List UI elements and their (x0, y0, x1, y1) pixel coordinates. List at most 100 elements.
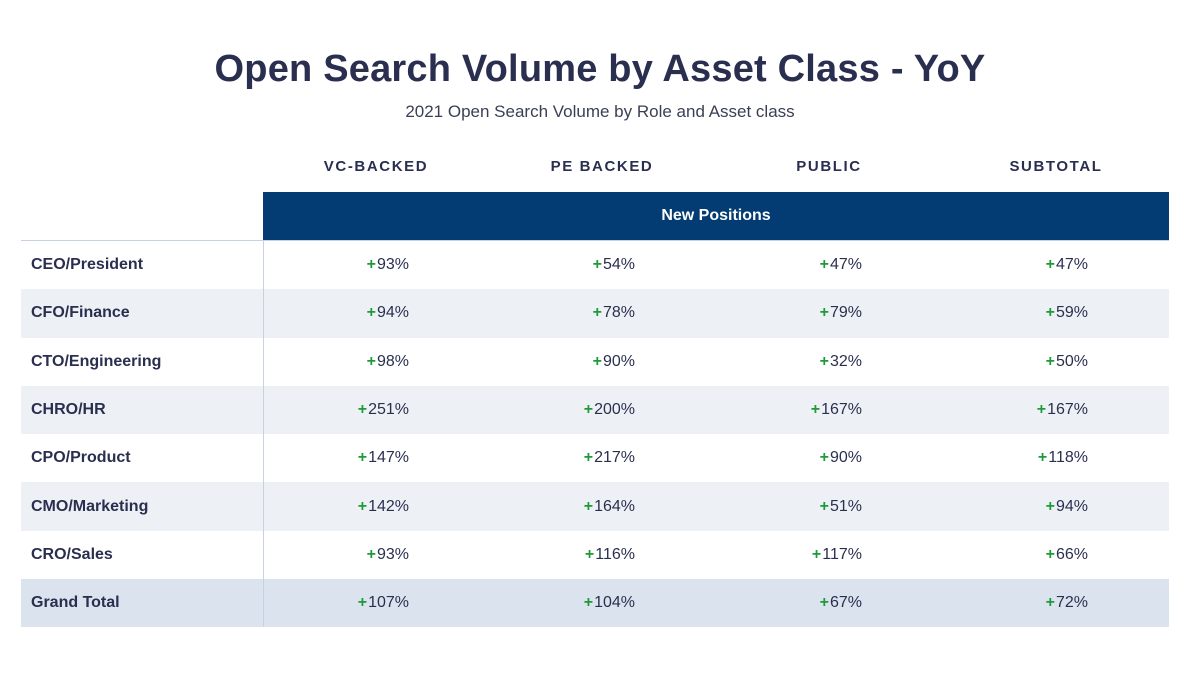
header-divider (21, 240, 1169, 241)
table-cell: +59% (968, 289, 1088, 337)
plus-sign: + (1037, 449, 1048, 467)
cell-value: 147% (368, 449, 409, 467)
row-label: CFO/Finance (31, 304, 130, 322)
plus-sign: + (1036, 401, 1047, 419)
table-cell: +47% (968, 241, 1088, 289)
table-cell: +94% (289, 289, 409, 337)
plus-sign: + (1045, 497, 1055, 515)
plus-sign: + (592, 256, 602, 274)
table-cell: +72% (968, 579, 1088, 627)
plus-sign: + (819, 352, 829, 370)
table-cell: +142% (289, 482, 409, 530)
table-cell: +117% (742, 531, 862, 579)
column-header-vc-backed: VC-BACKED (323, 158, 429, 175)
cell-value: 98% (376, 352, 409, 370)
cell-value: 142% (368, 497, 409, 515)
table-cell: +47% (742, 241, 862, 289)
cell-value: 90% (829, 449, 862, 467)
row-label: CHRO/HR (31, 401, 106, 419)
cell-value: 51% (829, 497, 862, 515)
table-cell: +94% (968, 482, 1088, 530)
table-cell: +107% (289, 579, 409, 627)
table-cell: +67% (742, 579, 862, 627)
plus-sign: + (583, 401, 594, 419)
row-label: CEO/President (31, 256, 144, 274)
column-header-public: PUBLIC (796, 158, 862, 175)
table-cell: +90% (515, 338, 635, 386)
plus-sign: + (592, 304, 602, 322)
cell-value: 47% (829, 256, 862, 274)
table-cell: +118% (968, 434, 1088, 482)
table-cell: +98% (289, 338, 409, 386)
data-table: CEO/President +93% +54% +47% +47% CFO/Finance… (21, 241, 1169, 628)
row-label: CPO/Product (31, 449, 131, 467)
table-cell: +32% (742, 338, 862, 386)
table-row: CTO/Engineering +98% +90% +32% +50% (21, 338, 1169, 386)
plus-sign: + (819, 304, 829, 322)
plus-sign: + (366, 256, 376, 274)
cell-value: 54% (602, 256, 635, 274)
plus-sign: + (1045, 594, 1055, 612)
plus-sign: + (366, 304, 376, 322)
cell-value: 32% (829, 352, 862, 370)
row-label: CMO/Marketing (31, 497, 149, 515)
table-row: CMO/Marketing +142% +164% +51% +94% (21, 482, 1169, 531)
row-label: CTO/Engineering (31, 352, 162, 370)
plus-sign: + (357, 497, 368, 515)
cell-value: 167% (821, 401, 862, 419)
cell-value: 118% (1048, 449, 1088, 467)
plus-sign: + (1045, 256, 1055, 274)
table-cell: +66% (968, 531, 1088, 579)
cell-value: 93% (376, 256, 409, 274)
cell-value: 59% (1055, 304, 1088, 322)
plus-sign: + (819, 449, 829, 467)
banner-label: New Positions (661, 207, 771, 224)
table-cell: +104% (515, 579, 635, 627)
plus-sign: + (1045, 352, 1055, 370)
cell-value: 93% (376, 545, 409, 563)
table-cell: +217% (515, 434, 635, 482)
cell-value: 167% (1047, 401, 1088, 419)
plus-sign: + (583, 449, 594, 467)
cell-value: 217% (594, 449, 635, 467)
new-positions-banner: New Positions (263, 192, 1169, 240)
cell-value: 67% (829, 594, 862, 612)
cell-value: 104% (594, 594, 635, 612)
cell-value: 107% (368, 594, 409, 612)
cell-value: 79% (829, 304, 862, 322)
plus-sign: + (819, 594, 829, 612)
cell-value: 90% (602, 352, 635, 370)
table-cell: +251% (289, 386, 409, 434)
cell-value: 47% (1055, 256, 1088, 274)
table-cell: +50% (968, 338, 1088, 386)
cell-value: 116% (595, 545, 635, 563)
table-row: CRO/Sales +93% +116% +117% +66% (21, 531, 1169, 579)
table-cell: +167% (968, 386, 1088, 434)
cell-value: 94% (376, 304, 409, 322)
plus-sign: + (1045, 304, 1055, 322)
column-headers: VC-BACKED PE BACKED PUBLIC SUBTOTAL (263, 158, 1169, 178)
cell-value: 94% (1055, 497, 1088, 515)
table-cell: +200% (515, 386, 635, 434)
label-column-divider (263, 240, 264, 627)
plus-sign: + (592, 352, 602, 370)
column-header-pe-backed: PE BACKED (550, 158, 654, 175)
cell-value: 72% (1055, 594, 1088, 612)
plus-sign: + (819, 497, 829, 515)
table-cell: +93% (289, 531, 409, 579)
table-cell: +79% (742, 289, 862, 337)
table-cell: +54% (515, 241, 635, 289)
plus-sign: + (811, 545, 822, 563)
total-row: Grand Total +107% +104% +67% +72% (21, 579, 1169, 628)
plus-sign: + (583, 497, 594, 515)
plus-sign: + (357, 401, 368, 419)
row-label: Grand Total (31, 594, 120, 612)
cell-value: 117% (822, 545, 862, 563)
chart-subtitle: 2021 Open Search Volume by Role and Asse… (405, 102, 795, 121)
table-row: CFO/Finance +94% +78% +79% +59% (21, 289, 1169, 338)
table-row: CPO/Product +147% +217% +90% +118% (21, 434, 1169, 482)
table-cell: +90% (742, 434, 862, 482)
table-cell: +164% (515, 482, 635, 530)
column-header-subtotal: SUBTOTAL (1009, 158, 1103, 175)
row-label: CRO/Sales (31, 545, 113, 563)
